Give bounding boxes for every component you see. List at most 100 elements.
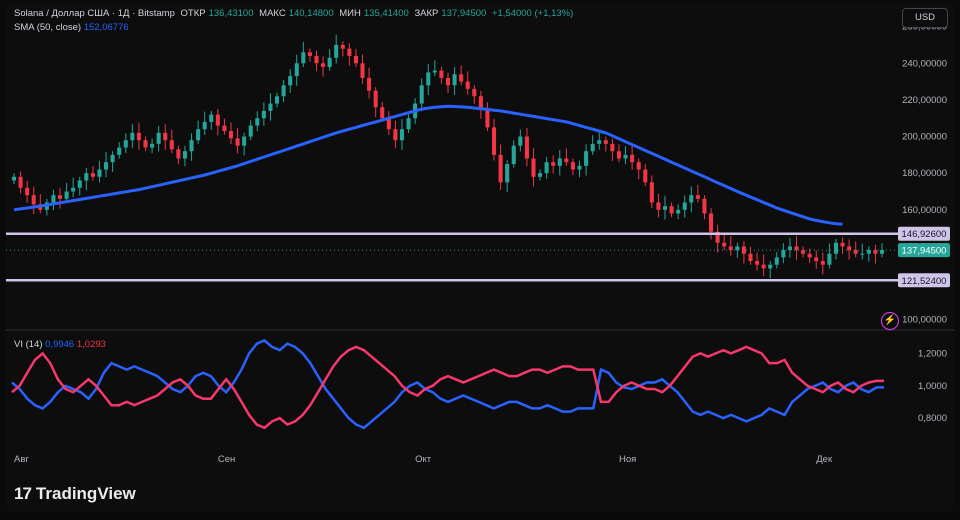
vi-plus-line [11, 339, 884, 430]
price-tick-label: 180,00000 [902, 168, 947, 179]
candle-body [577, 165, 582, 170]
candle-body [649, 182, 654, 203]
candle-body [702, 198, 707, 214]
price-tick-label: 240,00000 [902, 58, 947, 69]
date-tick-label: Дек [816, 454, 833, 465]
level-price-label: 121,52400 [902, 276, 947, 287]
sma-value: 152,06776 [83, 22, 129, 33]
candle-body [636, 162, 641, 170]
currency-button[interactable]: USD [902, 8, 948, 28]
candle-body [18, 176, 23, 188]
candle-body [268, 103, 273, 111]
lightning-icon[interactable]: ⚡ [881, 312, 899, 330]
candle-body [307, 52, 312, 56]
candle-body [419, 85, 424, 104]
candle-body [847, 246, 852, 251]
vi-label: VI (14) [14, 339, 43, 350]
candle-body [656, 202, 661, 210]
candle-body [353, 55, 358, 64]
vi-minus-value: 1,0293 [76, 339, 106, 350]
candle-body [630, 154, 635, 163]
change-value: +1,54000 (+1,13%) [491, 8, 574, 19]
candle-body [840, 242, 845, 247]
candle-body [695, 195, 700, 199]
candle-body [176, 149, 181, 159]
candle-body [169, 140, 174, 150]
candle-body [623, 154, 628, 159]
candle-body [610, 143, 615, 152]
symbol-title[interactable]: Solana / Доллар США · 1Д · Bitstamp [14, 8, 175, 19]
chart-canvas[interactable]: 100,00000140,00000160,00000180,00000200,… [6, 2, 954, 512]
candle-body [820, 261, 825, 265]
candle-body [288, 76, 293, 86]
candle-body [71, 187, 76, 192]
price-tick-label: 220,00000 [902, 95, 947, 106]
candle-body [340, 44, 345, 49]
candle-body [294, 63, 299, 77]
level-price-tag [898, 273, 950, 288]
last-price-tag [898, 243, 950, 258]
candles [11, 34, 885, 279]
symbol-header: Solana / Доллар США · 1Д · Bitstamp ОТКР… [14, 8, 576, 19]
candle-body [31, 195, 36, 205]
chart-frame: 100,00000140,00000160,00000180,00000200,… [6, 2, 954, 512]
candle-body [590, 143, 595, 152]
sma-line [13, 104, 843, 226]
high-value: 140,14800 [288, 8, 334, 19]
candle-body [77, 180, 82, 188]
candle-body [327, 57, 332, 67]
candle-body [97, 169, 102, 177]
candle-body [189, 140, 194, 152]
candle-body [51, 195, 56, 203]
sma-label: SMA (50, close) [14, 22, 82, 33]
close-value: 137,94500 [441, 8, 487, 19]
candle-body [853, 250, 858, 254]
candle-body [57, 195, 63, 199]
candle-body [879, 250, 885, 254]
candle-body [584, 151, 589, 166]
logo-text: TradingView [35, 484, 136, 503]
candle-body [130, 132, 135, 141]
candle-body [426, 72, 431, 86]
candle-body [248, 125, 253, 137]
candle-body [261, 110, 266, 119]
candle-body [406, 118, 411, 130]
vi-legend[interactable]: VI (14) 0,9946 1,0293 [14, 339, 106, 350]
level-price-tag [898, 226, 950, 241]
candle-body [373, 90, 378, 108]
candle-body [866, 250, 871, 254]
candle-body [741, 246, 746, 254]
candle-body [156, 132, 161, 144]
price-tick-label: 160,00000 [902, 205, 947, 216]
candle-body [380, 107, 385, 119]
candle-body [676, 209, 681, 214]
candle-body [334, 44, 339, 58]
candle-body [682, 202, 687, 210]
price-tick-label: 100,00000 [902, 315, 947, 326]
candle-body [255, 118, 260, 126]
candle-body [873, 250, 878, 254]
candle-body [25, 187, 30, 196]
tradingview-logo[interactable]: 17 TradingView [14, 484, 136, 504]
candle-body [827, 253, 832, 265]
candle-body [90, 173, 95, 177]
candle-body [708, 213, 714, 232]
candle-body [445, 77, 451, 86]
candle-body [163, 132, 168, 141]
candle-body [209, 114, 214, 122]
candle-body [432, 70, 437, 73]
candle-body [597, 140, 602, 144]
candle-body [136, 132, 141, 141]
candle-body [768, 264, 773, 269]
candle-body [393, 129, 398, 141]
candle-body [459, 74, 464, 82]
vi-minus-line [11, 345, 884, 430]
candle-body [722, 242, 727, 247]
candle-body [860, 253, 865, 255]
sma-legend[interactable]: SMA (50, close) 152,06776 [14, 22, 129, 33]
candle-body [64, 191, 69, 199]
close-label: ЗАКР [414, 8, 439, 19]
candle-body [301, 52, 306, 64]
date-tick-label: Сен [218, 454, 235, 465]
candle-body [531, 158, 536, 177]
